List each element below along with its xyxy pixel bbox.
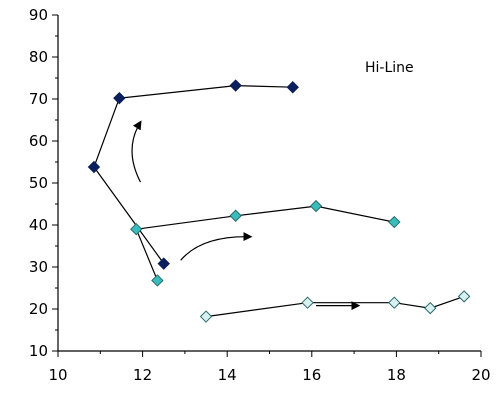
series-line-3 (205, 295, 465, 318)
x-tick-label: 14 (218, 366, 237, 384)
data-point (388, 296, 401, 309)
y-tick-label: 30 (29, 258, 48, 276)
x-tick-label: 12 (133, 366, 152, 384)
data-point (157, 257, 170, 270)
markers (87, 79, 471, 323)
series-line-1 (93, 84, 293, 264)
direction-arrow (180, 232, 253, 261)
data-point (424, 301, 437, 315)
data-point (286, 81, 299, 94)
data-point (301, 296, 314, 309)
data-point (229, 79, 242, 92)
x-tick-label: 18 (387, 366, 406, 384)
data-point (457, 290, 471, 303)
y-tick-label: 90 (29, 6, 48, 24)
data-point (229, 209, 242, 222)
direction-arrow (131, 120, 142, 183)
y-tick-label: 40 (29, 216, 48, 234)
x-tick-label: 16 (302, 366, 321, 384)
series-line-2 (135, 205, 395, 281)
y-tick-label: 20 (29, 300, 48, 318)
series-lines (93, 84, 465, 318)
data-point (199, 310, 213, 323)
y-tick-label: 50 (29, 174, 48, 192)
y-tick-label: 80 (29, 48, 48, 66)
data-point (113, 91, 126, 105)
chart-annotation: Hi-Line (365, 60, 414, 76)
data-point (130, 222, 143, 236)
arrows (131, 120, 361, 311)
data-point (87, 160, 101, 174)
x-tick-label: 10 (48, 366, 67, 384)
x-tick-label: 20 (471, 366, 490, 384)
axes: 10 20 30 40 50 60 70 80 90 10 12 14 16 18 20 (29, 6, 491, 384)
data-point (309, 199, 323, 213)
y-tick-label: 10 (29, 342, 48, 360)
y-tick-label: 60 (29, 132, 48, 150)
y-tick-label: 70 (29, 90, 48, 108)
data-point (388, 215, 401, 229)
data-point (151, 274, 164, 287)
